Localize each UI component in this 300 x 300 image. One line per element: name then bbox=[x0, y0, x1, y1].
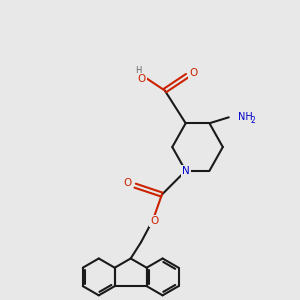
Text: O: O bbox=[189, 68, 197, 78]
Text: O: O bbox=[138, 74, 146, 84]
Text: O: O bbox=[150, 216, 159, 226]
Text: NH: NH bbox=[238, 112, 252, 122]
Text: 2: 2 bbox=[250, 116, 255, 125]
Text: N: N bbox=[182, 166, 190, 176]
Text: O: O bbox=[124, 178, 132, 188]
Text: H: H bbox=[135, 66, 141, 75]
